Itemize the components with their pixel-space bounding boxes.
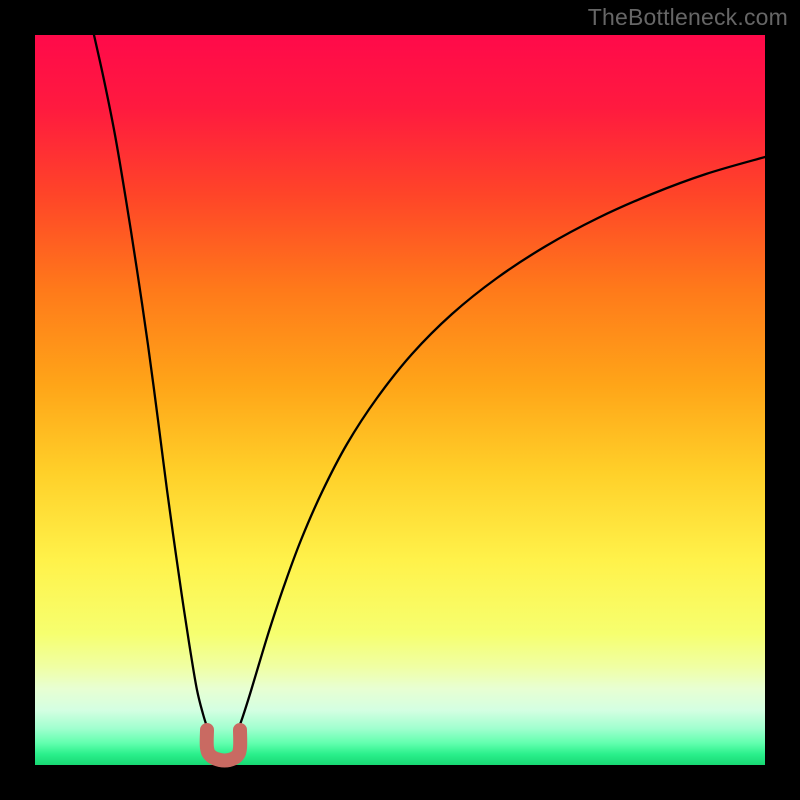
chart-container: TheBottleneck.com: [0, 0, 800, 800]
plot-area: [35, 35, 765, 765]
bottleneck-chart: [0, 0, 800, 800]
watermark-text: TheBottleneck.com: [588, 4, 788, 31]
